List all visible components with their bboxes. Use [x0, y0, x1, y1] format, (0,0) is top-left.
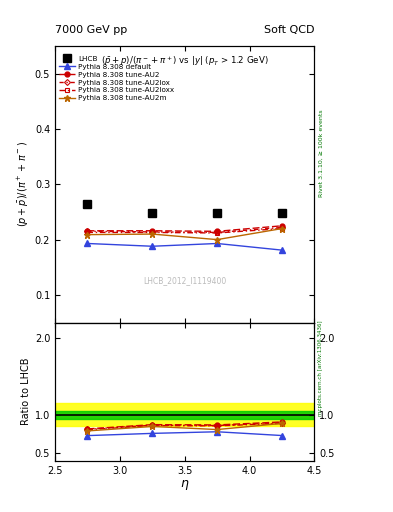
Line: Pythia 8.308 tune-AU2lox: Pythia 8.308 tune-AU2lox	[85, 225, 284, 234]
Text: LHCB_2012_I1119400: LHCB_2012_I1119400	[143, 276, 226, 286]
Pythia 8.308 default	[150, 243, 154, 249]
Pythia 8.308 tune-AU2m	[215, 237, 219, 243]
Line: Pythia 8.308 tune-AU2m: Pythia 8.308 tune-AU2m	[84, 225, 285, 243]
Bar	[55, 411, 314, 419]
Line: Pythia 8.308 tune-AU2loxx: Pythia 8.308 tune-AU2loxx	[85, 226, 284, 235]
Pythia 8.308 tune-AU2loxx	[150, 229, 154, 236]
Pythia 8.308 tune-AU2lox	[215, 229, 219, 236]
Line: Pythia 8.308 tune-AU2: Pythia 8.308 tune-AU2	[85, 223, 285, 234]
LHCB	[85, 201, 90, 207]
Pythia 8.308 tune-AU2	[85, 228, 90, 234]
Pythia 8.308 default	[85, 241, 90, 247]
Legend: LHCB, Pythia 8.308 default, Pythia 8.308 tune-AU2, Pythia 8.308 tune-AU2lox, Pyt: LHCB, Pythia 8.308 default, Pythia 8.308…	[58, 54, 176, 103]
Pythia 8.308 tune-AU2	[150, 228, 154, 234]
Pythia 8.308 default	[215, 241, 219, 247]
Pythia 8.308 tune-AU2	[215, 228, 219, 234]
LHCB	[215, 210, 219, 216]
Pythia 8.308 tune-AU2loxx	[215, 230, 219, 236]
Text: $(\bar{p}+p)/(\pi^-+\pi^+)$ vs $|y|$ ($p_T$ > 1.2 GeV): $(\bar{p}+p)/(\pi^-+\pi^+)$ vs $|y|$ ($p…	[101, 54, 268, 68]
Y-axis label: Ratio to LHCB: Ratio to LHCB	[20, 358, 31, 425]
Y-axis label: $(p+\bar{p})/(\pi^+ + \pi^-)$: $(p+\bar{p})/(\pi^+ + \pi^-)$	[15, 141, 31, 227]
Text: 7000 GeV pp: 7000 GeV pp	[55, 25, 127, 35]
Bar	[55, 403, 314, 426]
Pythia 8.308 tune-AU2m	[280, 225, 285, 231]
Pythia 8.308 tune-AU2loxx	[85, 229, 90, 236]
X-axis label: $\eta$: $\eta$	[180, 478, 189, 493]
Pythia 8.308 tune-AU2loxx	[280, 225, 285, 231]
Pythia 8.308 tune-AU2lox	[280, 224, 285, 230]
Pythia 8.308 tune-AU2lox	[150, 229, 154, 235]
Pythia 8.308 tune-AU2m	[85, 231, 90, 238]
LHCB	[150, 210, 154, 216]
Line: LHCB: LHCB	[84, 200, 286, 217]
Text: Soft QCD: Soft QCD	[264, 25, 314, 35]
LHCB	[280, 210, 285, 216]
Pythia 8.308 tune-AU2	[280, 223, 285, 229]
Pythia 8.308 tune-AU2m	[150, 231, 154, 237]
Line: Pythia 8.308 default: Pythia 8.308 default	[84, 241, 285, 253]
Pythia 8.308 default	[280, 247, 285, 253]
Pythia 8.308 tune-AU2lox	[85, 228, 90, 234]
Text: mcplots.cern.ch [arXiv:1306.3436]: mcplots.cern.ch [arXiv:1306.3436]	[318, 321, 323, 416]
Text: Rivet 3.1.10, ≥ 100k events: Rivet 3.1.10, ≥ 100k events	[318, 110, 323, 198]
